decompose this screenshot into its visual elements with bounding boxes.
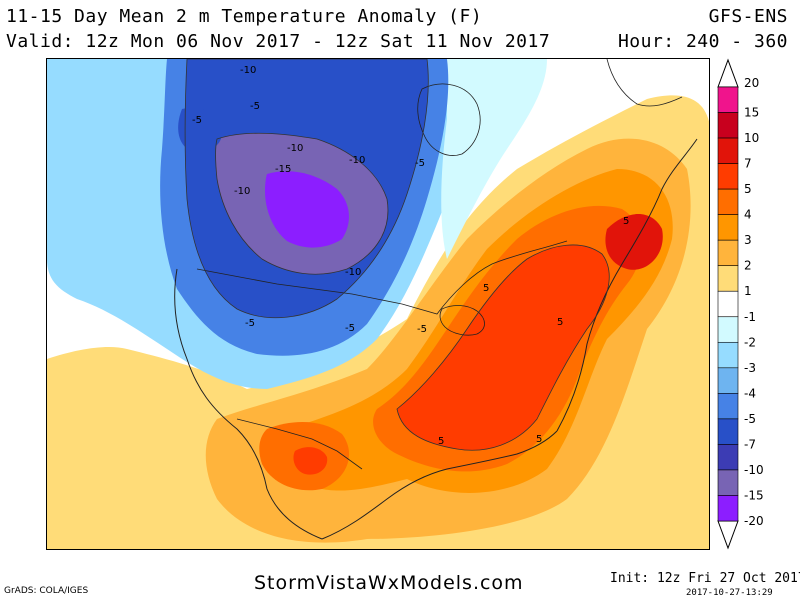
contour-label: 5 — [438, 436, 444, 447]
map-svg: -10 -5 -5 -10 -15 -10 -10 -5 -10 -5 -5 -… — [47, 59, 709, 549]
scale-label: 4 — [744, 208, 752, 222]
scale-label: 3 — [744, 233, 752, 247]
contour-label: -10 — [349, 155, 365, 166]
init-time: Init: 12z Fri 27 Oct 2017 — [610, 571, 800, 586]
scale-label: 10 — [744, 131, 759, 145]
greenland-coast — [606, 59, 683, 107]
scale-label: -10 — [744, 463, 764, 477]
contour-label: -15 — [275, 164, 291, 175]
scale-label: 2 — [744, 259, 752, 273]
anomaly-strong-cold — [265, 171, 349, 248]
scale-label: -4 — [744, 386, 756, 400]
contour-label: -5 — [192, 115, 202, 126]
scale-swatch — [717, 214, 739, 241]
scale-swatch — [717, 163, 739, 190]
scale-swatch — [717, 495, 739, 522]
contour-label: 5 — [557, 317, 563, 328]
scale-label: -15 — [744, 488, 764, 502]
scale-swatch — [717, 137, 739, 164]
contour-minus5-west — [184, 59, 429, 319]
scale-label: 20 — [744, 76, 759, 90]
map-title: 11-15 Day Mean 2 m Temperature Anomaly (… — [6, 6, 483, 27]
timestamp: 2017-10-27-13:29 — [686, 588, 773, 598]
contour-label: -10 — [287, 143, 303, 154]
anomaly-very-light-cool-arctic — [441, 59, 547, 259]
contour-label: 5 — [483, 283, 489, 294]
scale-top-arrow — [717, 58, 739, 88]
site-name: StormVistaWxModels.com — [254, 572, 524, 594]
anomaly-hottest-east — [605, 214, 663, 270]
contour-label: 5 — [623, 216, 629, 227]
scale-swatch — [717, 265, 739, 292]
grads-credit: GrADS: COLA/IGES — [4, 586, 89, 596]
scale-bottom-arrow — [717, 520, 739, 550]
scale-swatch — [717, 418, 739, 445]
scale-label: -7 — [744, 437, 756, 451]
scale-label: -20 — [744, 514, 764, 528]
scale-swatch — [717, 393, 739, 420]
great-lakes — [439, 305, 485, 336]
scale-swatch — [717, 444, 739, 471]
anomaly-hotter-southwest — [293, 447, 328, 475]
hudson-bay — [417, 83, 481, 156]
contour-label: 5 — [536, 434, 542, 445]
color-scale-legend: 20 15 10 7 5 4 3 2 1 -1 -2 -3 -4 -5 -7 -10 -15 -20 — [717, 58, 764, 550]
contour-label: -10 — [234, 186, 250, 197]
contour-minus10 — [215, 132, 389, 275]
contour-label: -10 — [345, 267, 361, 278]
border-us-canada — [196, 240, 568, 315]
anomaly-cold-spot-west — [178, 107, 223, 152]
scale-swatch — [717, 341, 739, 369]
scale-label: -2 — [744, 335, 756, 349]
contour-label: -5 — [417, 324, 427, 335]
scale-swatches — [717, 86, 739, 522]
model-name: GFS-ENS — [708, 6, 788, 27]
contour-label: -5 — [345, 323, 355, 334]
scale-label: -1 — [744, 310, 756, 324]
coastline-east — [556, 138, 698, 432]
scale-label: -5 — [744, 412, 756, 426]
coastline-gulf — [321, 430, 558, 540]
scale-label: 5 — [744, 182, 752, 196]
scale-swatch — [717, 86, 739, 113]
scale-label: -3 — [744, 361, 756, 375]
contour-5-east — [396, 244, 610, 451]
contour-label: -5 — [415, 158, 425, 169]
scale-swatch — [717, 290, 739, 318]
scale-swatch — [717, 239, 739, 267]
scale-label: 15 — [744, 106, 759, 120]
coastline-west — [174, 268, 323, 540]
scale-labels: 20 15 10 7 5 4 3 2 1 -1 -2 -3 -4 -5 -7 -10 -15 -20 — [744, 76, 764, 528]
valid-period: Valid: 12z Mon 06 Nov 2017 - 12z Sat 11 … — [6, 31, 551, 52]
scale-label: 7 — [744, 157, 752, 171]
anomaly-hotter — [397, 244, 610, 451]
scale-label: 1 — [744, 284, 752, 298]
border-us-mexico — [236, 418, 363, 470]
scale-swatch — [717, 112, 739, 139]
anomaly-map: -10 -5 -5 -10 -15 -10 -10 -5 -10 -5 -5 -… — [46, 58, 710, 550]
scale-swatch — [717, 188, 739, 215]
contour-labels: -10 -5 -5 -10 -15 -10 -10 -5 -10 -5 -5 -… — [192, 65, 629, 447]
forecast-hours: Hour: 240 - 360 — [617, 31, 788, 52]
scale-swatch — [717, 367, 739, 394]
scale-swatch — [717, 469, 739, 496]
contour-label: -5 — [245, 318, 255, 329]
scale-swatch — [717, 316, 739, 343]
contour-label: -5 — [250, 101, 260, 112]
contour-label: -10 — [240, 65, 256, 76]
